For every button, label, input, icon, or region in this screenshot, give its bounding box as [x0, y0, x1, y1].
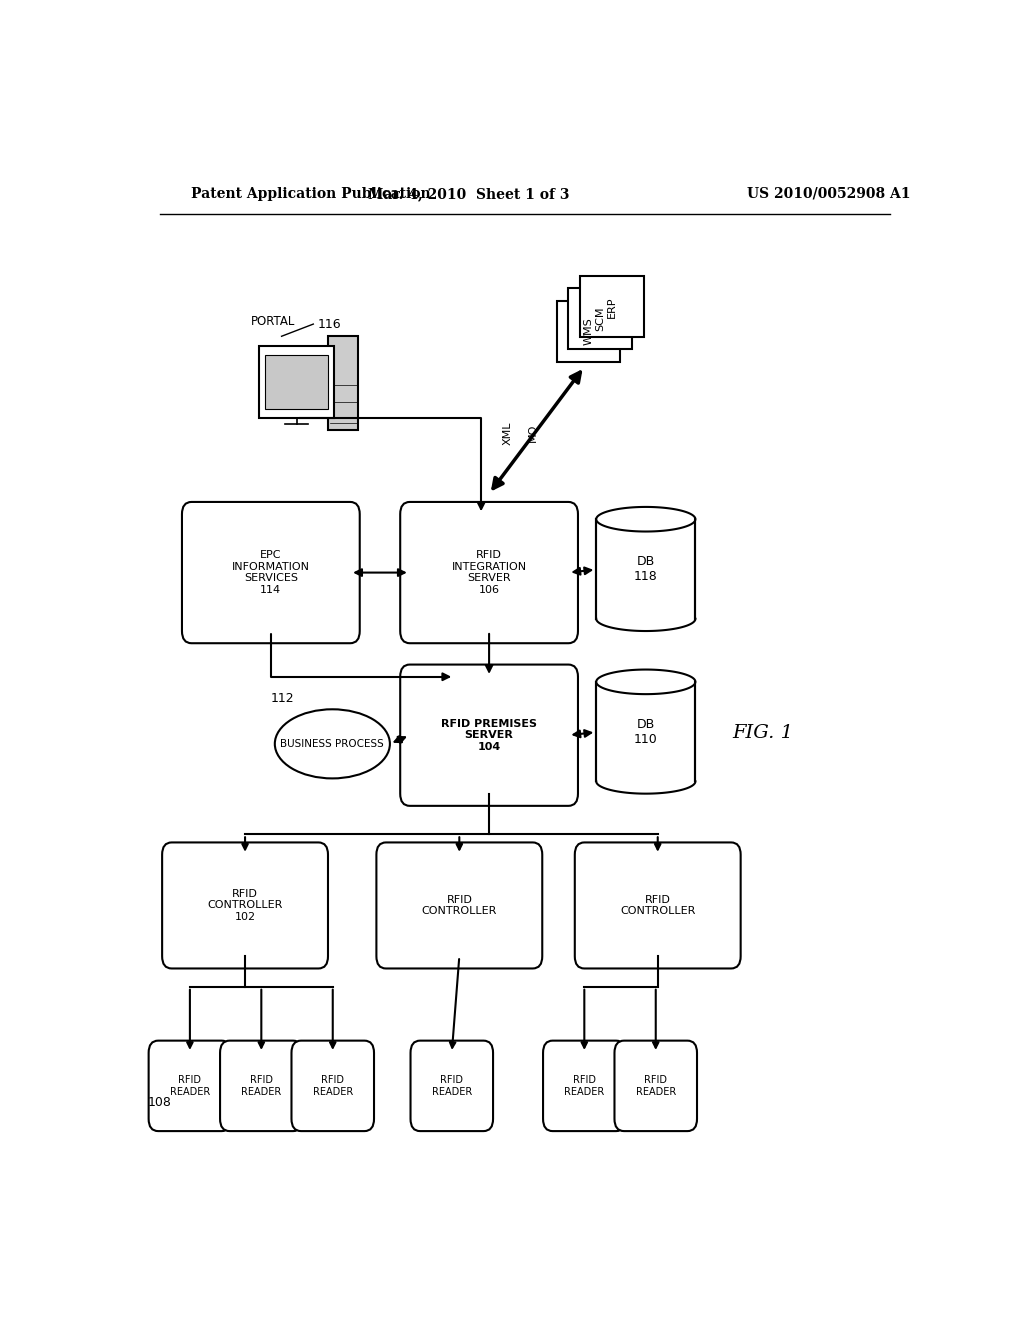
Text: MQ: MQ — [527, 424, 538, 442]
FancyBboxPatch shape — [162, 842, 328, 969]
FancyBboxPatch shape — [400, 664, 578, 805]
FancyBboxPatch shape — [614, 1040, 697, 1131]
FancyBboxPatch shape — [574, 842, 740, 969]
Text: ERP: ERP — [607, 296, 617, 318]
Text: RFID
CONTROLLER: RFID CONTROLLER — [422, 895, 497, 916]
Text: RFID
CONTROLLER
102: RFID CONTROLLER 102 — [208, 888, 283, 923]
FancyBboxPatch shape — [148, 1040, 231, 1131]
Bar — [265, 355, 328, 409]
Text: RFID
READER: RFID READER — [170, 1074, 210, 1097]
Text: RFID
READER: RFID READER — [242, 1074, 282, 1097]
Ellipse shape — [274, 709, 390, 779]
Text: XML: XML — [503, 421, 512, 445]
Bar — [557, 301, 621, 362]
Bar — [259, 346, 334, 417]
Text: DB
118: DB 118 — [634, 554, 657, 583]
Text: RFID PREMISES
SERVER
104: RFID PREMISES SERVER 104 — [441, 718, 537, 752]
FancyBboxPatch shape — [543, 1040, 626, 1131]
FancyBboxPatch shape — [377, 842, 543, 969]
Text: SCM: SCM — [595, 306, 605, 331]
Text: EPC
INFORMATION
SERVICES
114: EPC INFORMATION SERVICES 114 — [231, 550, 310, 595]
Bar — [328, 337, 358, 430]
Text: Patent Application Publication: Patent Application Publication — [191, 187, 431, 201]
Text: RFID
INTEGRATION
SERVER
106: RFID INTEGRATION SERVER 106 — [452, 550, 526, 595]
Text: US 2010/0052908 A1: US 2010/0052908 A1 — [748, 187, 910, 201]
Text: 116: 116 — [317, 318, 341, 330]
Text: BUSINESS PROCESS: BUSINESS PROCESS — [281, 739, 384, 748]
Bar — [568, 289, 632, 350]
Polygon shape — [596, 669, 695, 694]
Text: RFID
READER: RFID READER — [432, 1074, 472, 1097]
FancyBboxPatch shape — [220, 1040, 303, 1131]
Text: RFID
READER: RFID READER — [312, 1074, 353, 1097]
Bar — [596, 682, 695, 781]
Text: Mar. 4, 2010  Sheet 1 of 3: Mar. 4, 2010 Sheet 1 of 3 — [369, 187, 570, 201]
Polygon shape — [596, 507, 695, 532]
Text: RFID
READER: RFID READER — [636, 1074, 676, 1097]
Bar — [581, 276, 644, 338]
Text: DB
110: DB 110 — [634, 718, 657, 746]
Text: 112: 112 — [271, 692, 295, 705]
FancyBboxPatch shape — [400, 502, 578, 643]
Text: PORTAL: PORTAL — [251, 315, 295, 329]
FancyBboxPatch shape — [292, 1040, 374, 1131]
Text: FIG. 1: FIG. 1 — [732, 723, 794, 742]
Text: 108: 108 — [147, 1096, 172, 1109]
Text: WMS: WMS — [584, 317, 593, 345]
FancyBboxPatch shape — [411, 1040, 494, 1131]
FancyBboxPatch shape — [182, 502, 359, 643]
Bar — [596, 519, 695, 619]
Text: RFID
CONTROLLER: RFID CONTROLLER — [621, 895, 695, 916]
Text: RFID
READER: RFID READER — [564, 1074, 604, 1097]
